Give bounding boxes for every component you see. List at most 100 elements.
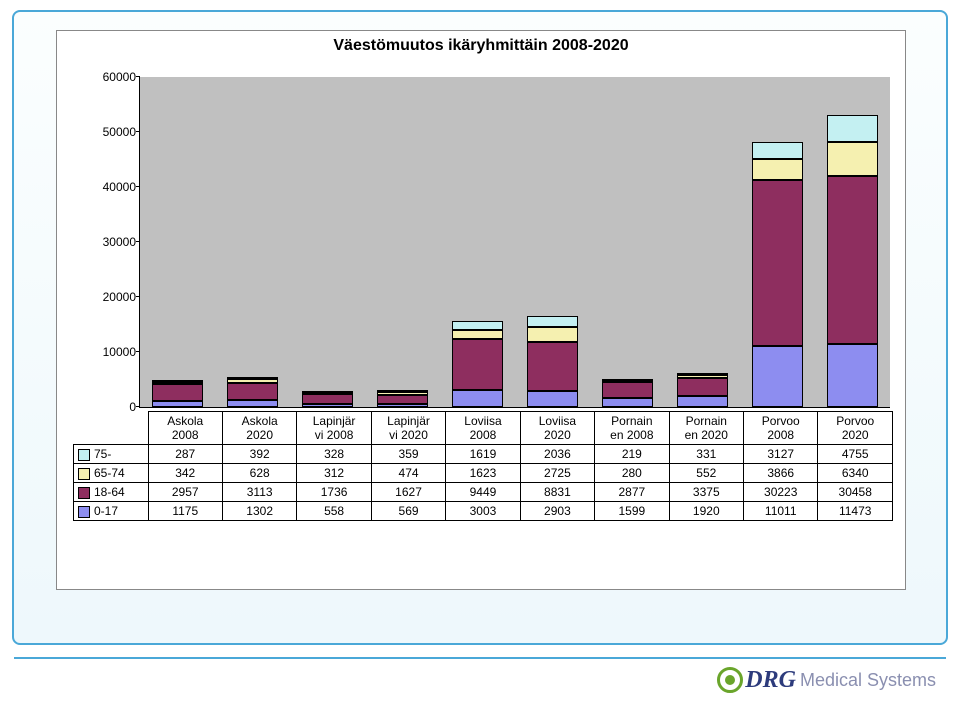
ytick-label: 40000 — [103, 180, 136, 194]
logo-suffix: Medical Systems — [800, 670, 936, 691]
category-header: Loviisa2008 — [446, 412, 520, 445]
legend-swatch-icon — [78, 487, 90, 499]
series-label: 65-74 — [74, 464, 149, 483]
content-frame: Väestömuutos ikäryhmittäin 2008-2020 010… — [12, 10, 948, 645]
chart: Väestömuutos ikäryhmittäin 2008-2020 010… — [56, 30, 906, 590]
category-header: Lapinjärvi 2020 — [371, 412, 445, 445]
data-cell: 342 — [148, 464, 222, 483]
data-cell: 2036 — [520, 445, 594, 464]
data-cell: 1619 — [446, 445, 520, 464]
bar-segment — [377, 404, 428, 407]
bar-segment — [152, 384, 203, 400]
data-cell: 2877 — [595, 483, 669, 502]
category-header: Porvoo2008 — [744, 412, 818, 445]
slide: Väestömuutos ikäryhmittäin 2008-2020 010… — [0, 0, 960, 705]
data-cell: 3866 — [744, 464, 818, 483]
data-cell: 30458 — [818, 483, 893, 502]
bar-column — [827, 115, 878, 407]
data-cell: 11473 — [818, 502, 893, 521]
category-header: Askola2008 — [148, 412, 222, 445]
chart-title: Väestömuutos ikäryhmittäin 2008-2020 — [57, 37, 905, 55]
data-cell: 1920 — [669, 502, 743, 521]
data-cell: 2957 — [148, 483, 222, 502]
data-cell: 11011 — [744, 502, 818, 521]
category-header: Pornainen 2020 — [669, 412, 743, 445]
data-cell: 359 — [371, 445, 445, 464]
bar-column — [452, 321, 503, 407]
plot-area: 0100002000030000400005000060000 — [139, 77, 890, 408]
bar-column — [152, 381, 203, 407]
bar-segment — [527, 391, 578, 407]
data-cell: 287 — [148, 445, 222, 464]
data-cell: 569 — [371, 502, 445, 521]
ytick-label: 50000 — [103, 125, 136, 139]
bar-segment — [677, 375, 728, 378]
data-cell: 2725 — [520, 464, 594, 483]
bar-column — [602, 380, 653, 407]
bar-column — [527, 316, 578, 407]
logo-mark-icon — [717, 667, 743, 693]
bar-segment — [302, 391, 353, 393]
bar-segment — [377, 392, 428, 395]
data-cell: 1302 — [222, 502, 296, 521]
category-header: Loviisa2020 — [520, 412, 594, 445]
bar-segment — [677, 378, 728, 397]
bar-segment — [752, 346, 803, 407]
legend-swatch-icon — [78, 506, 90, 518]
logo-brand: DRG — [745, 667, 796, 694]
bar-segment — [827, 344, 878, 407]
legend-swatch-icon — [78, 449, 90, 461]
bar-segment — [527, 327, 578, 342]
bar-segment — [602, 398, 653, 407]
category-header: Porvoo2020 — [818, 412, 893, 445]
bar-segment — [227, 383, 278, 400]
data-cell: 3113 — [222, 483, 296, 502]
footer-rule — [14, 657, 946, 659]
bar-segment — [302, 392, 353, 394]
legend-swatch-icon — [78, 468, 90, 480]
bar-segment — [377, 390, 428, 392]
bars-layer — [140, 77, 890, 407]
data-cell: 312 — [297, 464, 371, 483]
bar-segment — [377, 395, 428, 404]
data-cell: 4755 — [818, 445, 893, 464]
bar-column — [752, 142, 803, 407]
bar-segment — [827, 115, 878, 141]
category-header: Pornainen 2008 — [595, 412, 669, 445]
data-cell: 6340 — [818, 464, 893, 483]
bar-segment — [227, 400, 278, 407]
data-cell: 474 — [371, 464, 445, 483]
data-cell: 1599 — [595, 502, 669, 521]
bar-segment — [677, 396, 728, 407]
bar-segment — [527, 342, 578, 391]
data-cell: 1623 — [446, 464, 520, 483]
data-cell: 280 — [595, 464, 669, 483]
data-cell: 3127 — [744, 445, 818, 464]
bar-segment — [752, 159, 803, 180]
bar-segment — [527, 316, 578, 327]
bar-segment — [677, 373, 728, 375]
series-label: 75- — [74, 445, 149, 464]
bar-column — [302, 391, 353, 407]
bar-segment — [752, 142, 803, 159]
data-cell: 3003 — [446, 502, 520, 521]
data-cell: 8831 — [520, 483, 594, 502]
data-cell: 1175 — [148, 502, 222, 521]
data-cell: 1627 — [371, 483, 445, 502]
bar-column — [227, 377, 278, 407]
bar-segment — [452, 330, 503, 339]
drg-logo: DRG Medical Systems — [717, 663, 936, 697]
category-header: Lapinjärvi 2008 — [297, 412, 371, 445]
data-cell: 328 — [297, 445, 371, 464]
bar-column — [377, 390, 428, 407]
category-header: Askola2020 — [222, 412, 296, 445]
ytick-label: 60000 — [103, 70, 136, 84]
data-cell: 552 — [669, 464, 743, 483]
data-cell: 558 — [297, 502, 371, 521]
bar-segment — [452, 321, 503, 330]
data-cell: 3375 — [669, 483, 743, 502]
data-cell: 9449 — [446, 483, 520, 502]
bar-segment — [827, 176, 878, 344]
bar-segment — [602, 379, 653, 381]
bar-segment — [752, 180, 803, 346]
